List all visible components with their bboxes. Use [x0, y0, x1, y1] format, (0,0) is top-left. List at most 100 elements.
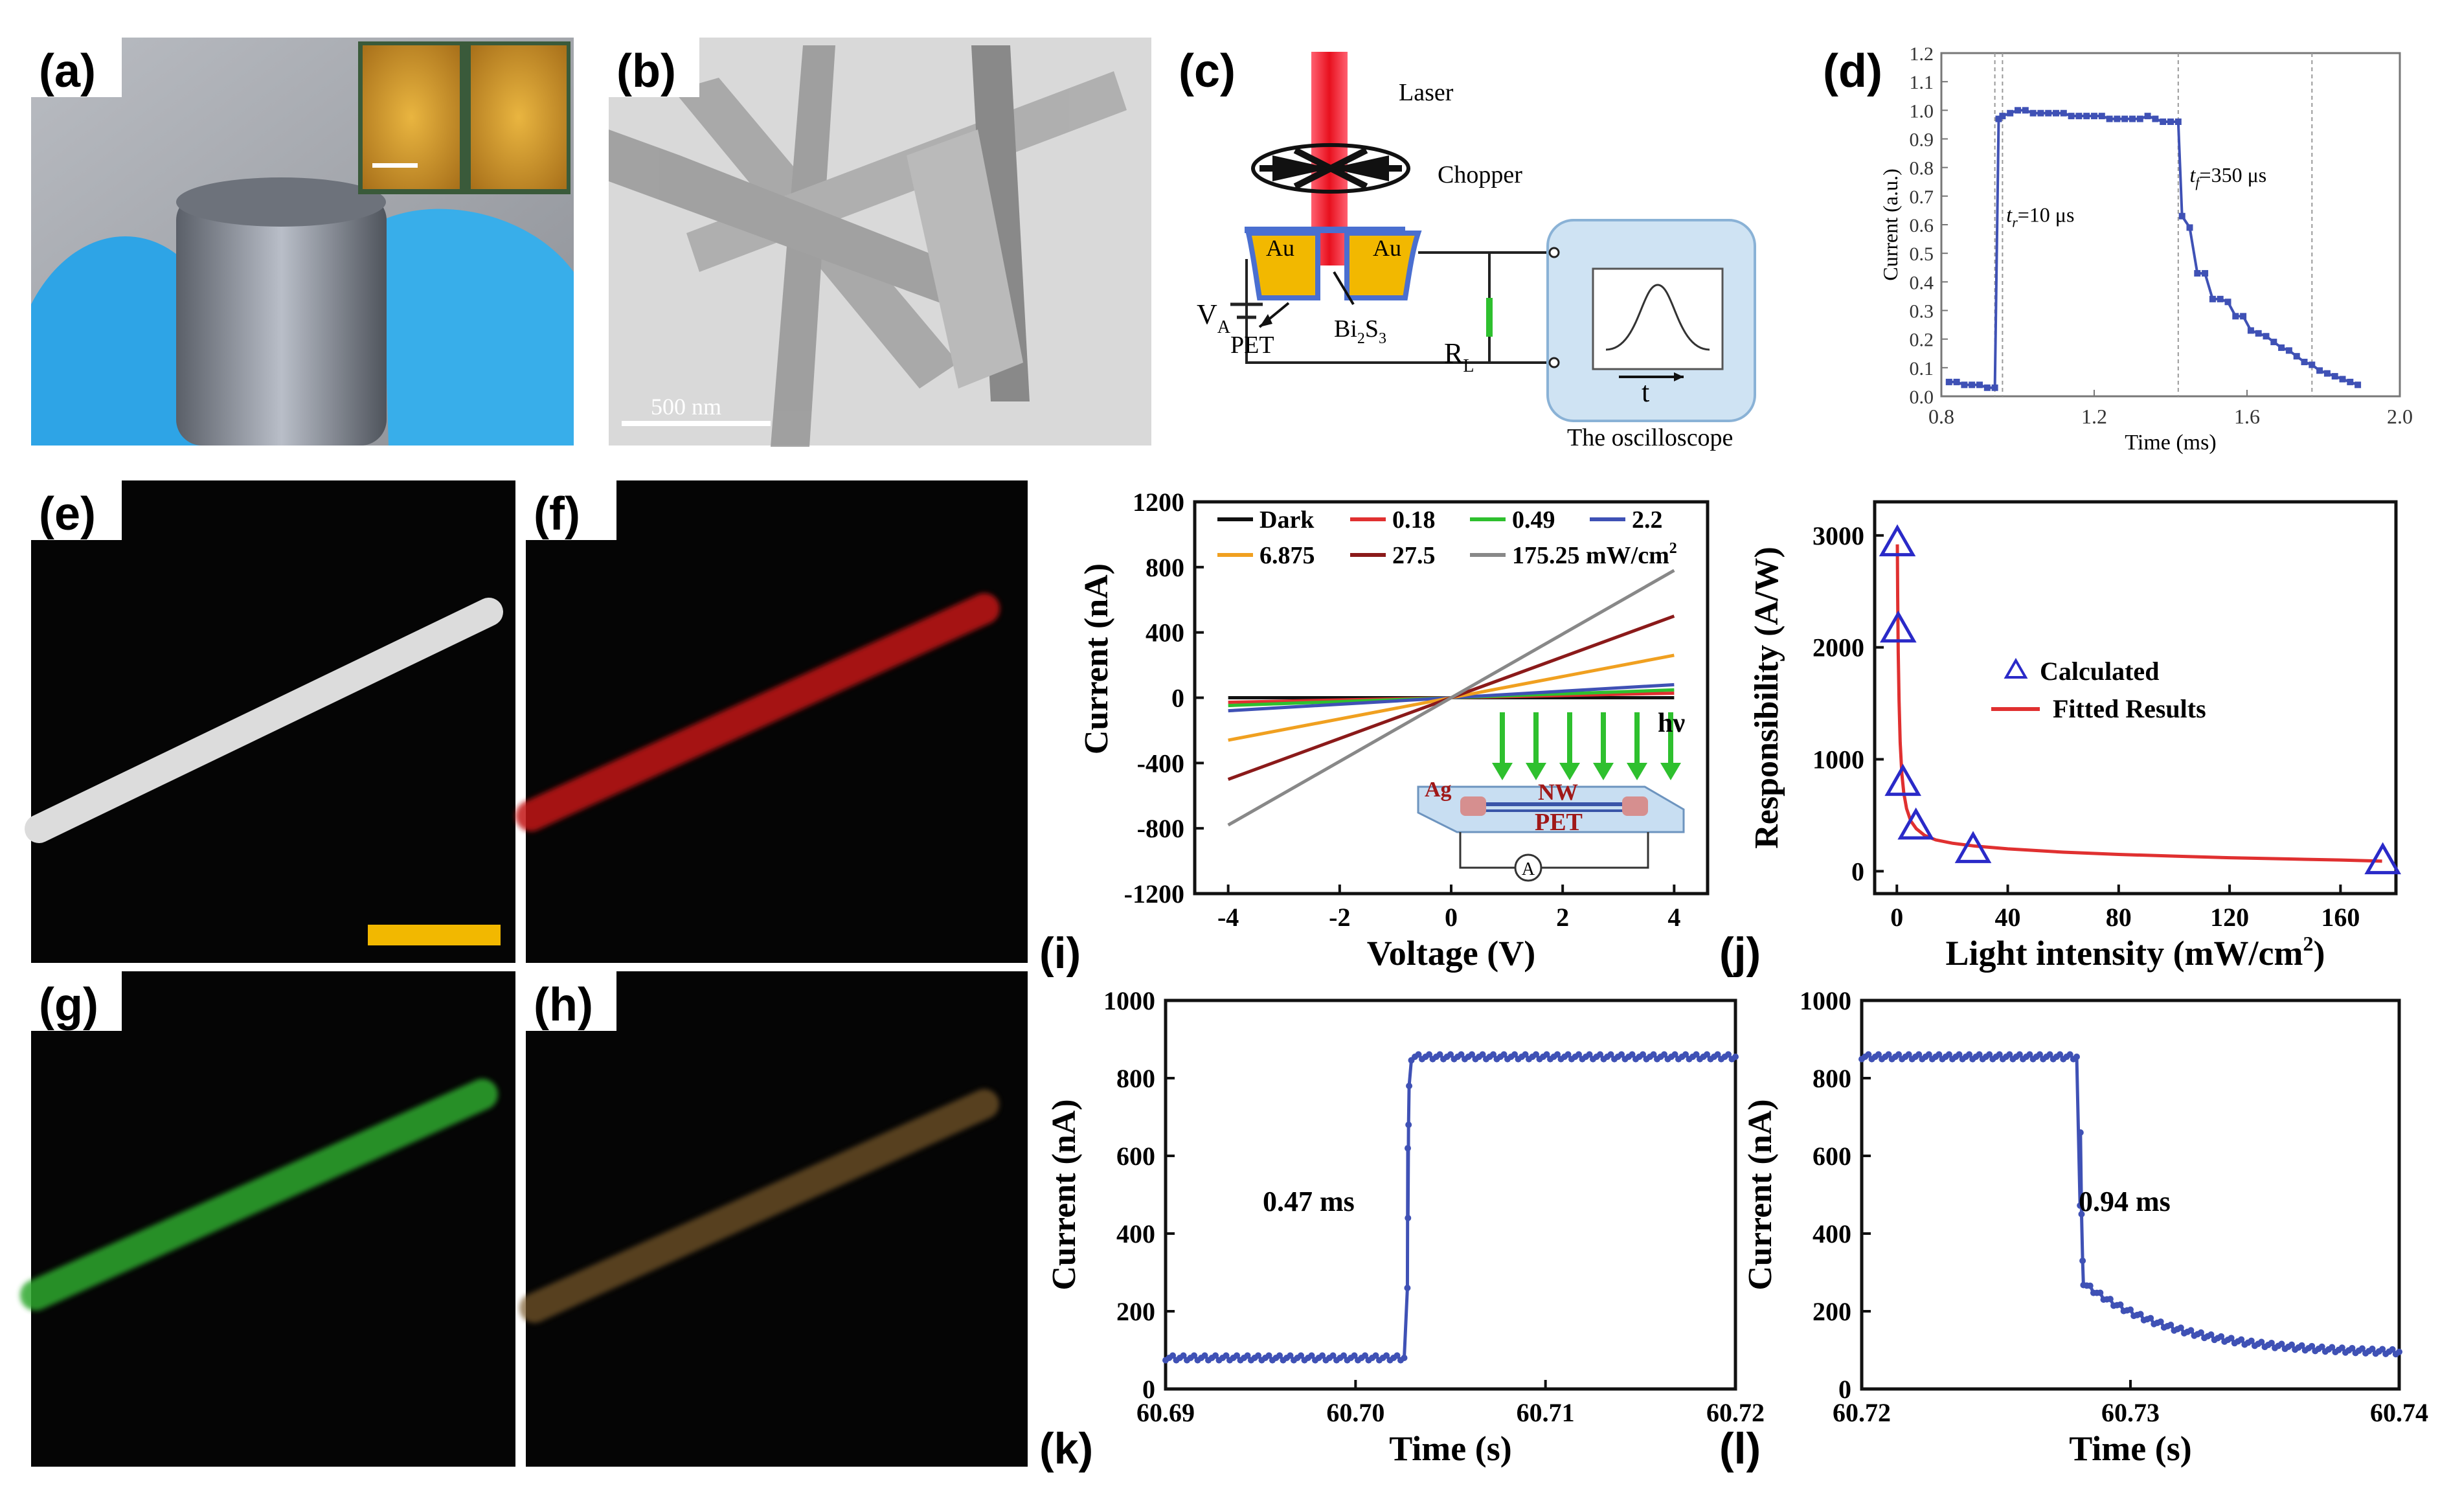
- legend-label: Dark: [1259, 506, 1315, 534]
- data-point: [2022, 107, 2029, 114]
- x-tick-label: 4: [1667, 903, 1680, 932]
- panel-a: (a): [31, 38, 574, 446]
- data-point: [2037, 109, 2044, 117]
- data-point: [1405, 1122, 1412, 1128]
- y-tick-label: 0: [1142, 1375, 1155, 1404]
- data-point: [2174, 118, 2182, 125]
- y-tick-label: 1000: [1103, 986, 1155, 1015]
- data-point: [2349, 1344, 2356, 1351]
- data-point: [2238, 1336, 2245, 1343]
- data-point: [1298, 1352, 1304, 1359]
- scale-bar: [368, 925, 501, 945]
- data-point: [2278, 1340, 2285, 1348]
- data-point: [1996, 1051, 2003, 1058]
- x-tick-label: 60.73: [2101, 1398, 2160, 1427]
- nw-label: NW: [1538, 779, 1578, 805]
- data-point: [1885, 1051, 1892, 1058]
- x-tick-label: -4: [1217, 903, 1239, 932]
- plot-frame: [1164, 999, 1737, 1391]
- panel-j: 0 1000 2000 3000 0 40 80 120 160 Calculated Fitted…: [1719, 500, 2401, 978]
- data-point: [1180, 1352, 1187, 1359]
- y-tick-label: 1000: [1800, 986, 1851, 1015]
- y-axis-label: Current (nA): [1046, 1099, 1083, 1290]
- data-point: [2029, 109, 2037, 117]
- oscilloscope-label: The oscilloscope: [1567, 424, 1733, 451]
- data-point: [1319, 1352, 1326, 1359]
- x-tick-label: 80: [2106, 903, 2132, 932]
- data-point: [2217, 295, 2224, 302]
- data-point: [2106, 115, 2113, 122]
- pet-label: PET: [1535, 809, 1583, 836]
- data-point: [1223, 1352, 1230, 1359]
- au-electrode-right: [1344, 231, 1422, 300]
- data-point: [2046, 1051, 2053, 1058]
- data-point: [1255, 1352, 1261, 1359]
- data-point: [2078, 1211, 2085, 1217]
- chopper-icon: [1251, 143, 1410, 194]
- y-tick-label: 400: [1146, 618, 1184, 648]
- y-axis-label: Current (a.u.): [1879, 168, 1902, 280]
- data-point: [1915, 1051, 1923, 1058]
- data-point: [2086, 1282, 2094, 1289]
- data-point: [1995, 115, 2002, 122]
- data-point: [2263, 333, 2270, 340]
- x-tick-label: 1.2: [2081, 405, 2107, 428]
- x-tick-label: -2: [1329, 903, 1350, 932]
- data-point: [2355, 381, 2362, 389]
- y-tick-label: 0.8: [1910, 158, 1934, 179]
- data-point: [2152, 115, 2159, 122]
- nanowire: [907, 130, 1023, 389]
- data-point: [2194, 270, 2201, 277]
- data-point: [2298, 1342, 2305, 1349]
- data-point: [1966, 1051, 1972, 1058]
- data-point: [1362, 1352, 1368, 1359]
- data-point: [1961, 381, 1968, 389]
- data-point: [2248, 1337, 2255, 1344]
- data-point: [2160, 118, 2167, 125]
- data-point: [1479, 1051, 1486, 1058]
- panel-label-k: (k): [1039, 1424, 1093, 1473]
- data-point: [1954, 831, 1992, 863]
- x-tick-label: 60.69: [1136, 1398, 1195, 1427]
- x-tick-label: 60.72: [1706, 1398, 1765, 1427]
- data-point: [2079, 1258, 2086, 1264]
- panel-e: (e): [25, 480, 515, 963]
- data-point: [2098, 113, 2105, 120]
- data-point: [1447, 1051, 1454, 1058]
- data-point: [2045, 109, 2052, 117]
- data-point: [1650, 1051, 1657, 1058]
- data-point: [1469, 1051, 1475, 1058]
- data-point: [2026, 1051, 2033, 1058]
- data-point: [1201, 1352, 1208, 1359]
- y-tick-label: 2000: [1813, 633, 1864, 662]
- panel-label-c: (c): [1179, 45, 1236, 97]
- legend-label: 6.875: [1259, 542, 1315, 569]
- y-tick-label: 400: [1116, 1219, 1155, 1248]
- data-point: [2293, 353, 2300, 360]
- data-point: [2186, 224, 2193, 231]
- x-axis-label: Time (s): [1389, 1429, 1511, 1468]
- x-tick-label: 0.8: [1928, 405, 1954, 428]
- y-tick-label: 600: [1116, 1142, 1155, 1171]
- data-point: [1865, 1051, 1872, 1058]
- light-arrow-head: [1526, 763, 1546, 780]
- data-point: [1725, 1051, 1732, 1058]
- data-point: [2209, 295, 2216, 302]
- nanowire-element-map: [20, 1079, 498, 1311]
- chopper-label: Chopper: [1438, 161, 1522, 188]
- switch-time-annotation: 0.94 ms: [2079, 1186, 2171, 1217]
- x-axis-label: Time (ms): [2125, 431, 2216, 455]
- data-point: [2218, 1333, 2225, 1340]
- data-point: [1575, 1051, 1582, 1058]
- y-tick-label: -1200: [1124, 879, 1184, 908]
- data-point: [2106, 1296, 2114, 1303]
- data-point: [2073, 1054, 2080, 1060]
- ag-label: Ag: [1425, 778, 1452, 802]
- data-point: [1212, 1352, 1219, 1359]
- y-tick-label: 0: [1851, 857, 1864, 886]
- data-point: [2066, 1051, 2073, 1058]
- plot-frame: [1860, 999, 2401, 1391]
- data-point: [2255, 330, 2262, 337]
- data-point: [1394, 1352, 1401, 1359]
- chart-l: 0 200 400 600 800 1000 60.72 60.73 60.74 Current …: [1742, 986, 2428, 1468]
